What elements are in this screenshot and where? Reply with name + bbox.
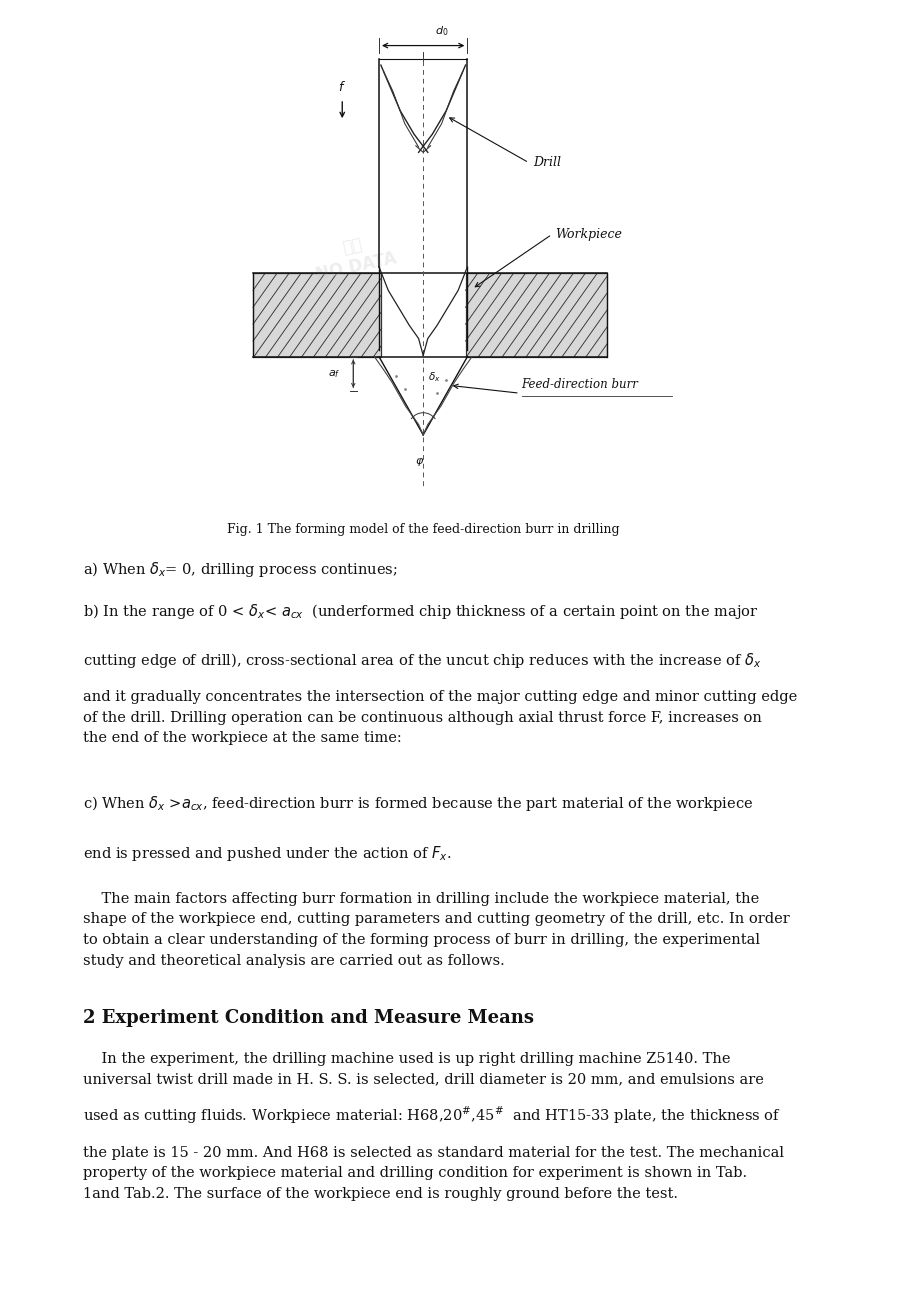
Text: b) In the range of 0 < $\delta_{x}$< $a_{cx}$  (underformed chip thickness of a : b) In the range of 0 < $\delta_{x}$< $a_…: [83, 602, 757, 621]
Text: 2 Experiment Condition and Measure Means: 2 Experiment Condition and Measure Means: [83, 1009, 533, 1027]
Text: the plate is 15 - 20 mm. And H68 is selected as standard material for the test. : the plate is 15 - 20 mm. And H68 is sele…: [83, 1146, 783, 1200]
Text: Feed-direction burr: Feed-direction burr: [521, 378, 638, 391]
Text: $a_{f}$: $a_{f}$: [327, 367, 340, 380]
Text: cutting edge of drill), cross-sectional area of the uncut chip reduces with the : cutting edge of drill), cross-sectional …: [83, 651, 761, 671]
Text: end is pressed and pushed under the action of $F_{x}$.: end is pressed and pushed under the acti…: [83, 844, 451, 863]
Text: c) When $\delta_{x}$ >$a_{cx}$, feed-direction burr is formed because the part m: c) When $\delta_{x}$ >$a_{cx}$, feed-dir…: [83, 794, 753, 814]
Text: and it gradually concentrates the intersection of the major cutting edge and min: and it gradually concentrates the inters…: [83, 690, 796, 745]
Text: In the experiment, the drilling machine used is up right drilling machine Z5140.: In the experiment, the drilling machine …: [83, 1052, 763, 1087]
Text: $\delta_{x}$: $\delta_{x}$: [427, 371, 440, 384]
Text: Drill: Drill: [533, 156, 561, 169]
Text: used as cutting fluids. Workpiece material: H68,20$^{\#}$,45$^{\#}$  and HT15-33: used as cutting fluids. Workpiece materi…: [83, 1104, 780, 1126]
Text: The main factors affecting burr formation in drilling include the workpiece mate: The main factors affecting burr formatio…: [83, 892, 789, 967]
Text: $f$: $f$: [338, 79, 346, 94]
Text: $\varphi$: $\varphi$: [414, 456, 424, 467]
Text: a) When $\delta_{x}$= 0, drilling process continues;: a) When $\delta_{x}$= 0, drilling proces…: [83, 560, 397, 579]
Text: Fig. 1 The forming model of the feed-direction burr in drilling: Fig. 1 The forming model of the feed-dir…: [227, 523, 618, 536]
Polygon shape: [253, 273, 380, 357]
Text: 数据
NO DATA: 数据 NO DATA: [310, 229, 398, 284]
Text: Workpiece: Workpiece: [555, 228, 622, 241]
Polygon shape: [465, 273, 607, 357]
Text: $d_0$: $d_0$: [435, 23, 448, 38]
